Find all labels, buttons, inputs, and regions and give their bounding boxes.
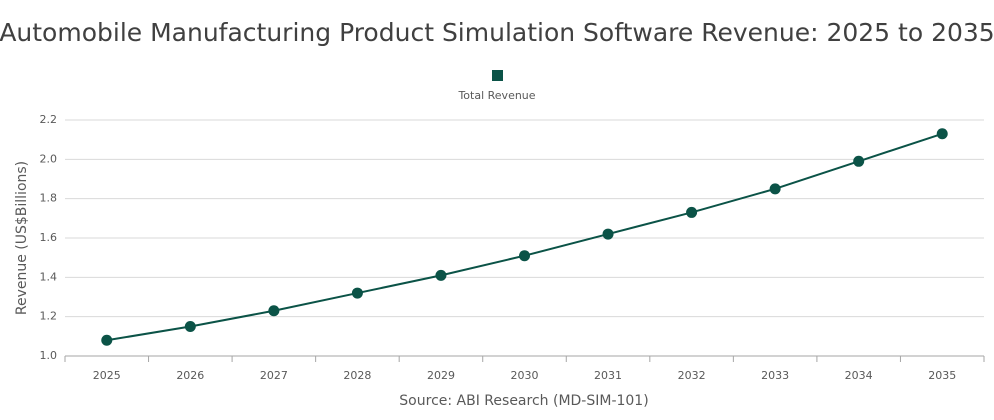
point — [853, 155, 865, 167]
point — [769, 183, 781, 195]
legend-label: Total Revenue — [457, 89, 535, 102]
point — [101, 334, 113, 346]
x-tick-label: 2026 — [176, 369, 204, 382]
y-tick-label: 1.4 — [40, 270, 58, 283]
point — [184, 321, 196, 332]
point — [519, 250, 530, 262]
y-tick-label: 1.8 — [40, 192, 58, 205]
x-tick-label: 2033 — [761, 369, 789, 382]
point — [686, 206, 698, 218]
x-tick-label: 2031 — [594, 369, 622, 382]
point — [435, 269, 447, 281]
x-tick-label: 2032 — [678, 369, 706, 382]
y-tick-label: 2.2 — [40, 113, 58, 126]
x-tick-label: 2034 — [845, 369, 873, 382]
x-tick-label: 2030 — [511, 369, 539, 382]
line — [106, 132, 943, 342]
chart-title: Automobile Manufacturing Product Simulat… — [0, 18, 994, 47]
x-tick-label: 2028 — [343, 369, 371, 382]
x-axis-label: Source: ABI Research (MD-SIM-101) — [399, 393, 648, 409]
point — [936, 128, 948, 140]
x-tick-label: 2029 — [427, 369, 455, 382]
legend-swatch — [492, 70, 503, 81]
y-tick-label: 2.0 — [40, 152, 58, 165]
x-tick-label: 2025 — [93, 369, 121, 382]
y-tick-label: 1.6 — [40, 231, 58, 244]
y-tick-label: 1.0 — [40, 349, 58, 362]
y-tick-label: 1.2 — [40, 310, 58, 323]
x-tick-label: 2035 — [928, 369, 956, 382]
x-tick-label: 2027 — [260, 369, 288, 382]
point — [351, 287, 363, 299]
point — [602, 228, 614, 240]
y-axis-label: Revenue (US$Billions) — [14, 161, 30, 315]
point — [268, 305, 280, 317]
